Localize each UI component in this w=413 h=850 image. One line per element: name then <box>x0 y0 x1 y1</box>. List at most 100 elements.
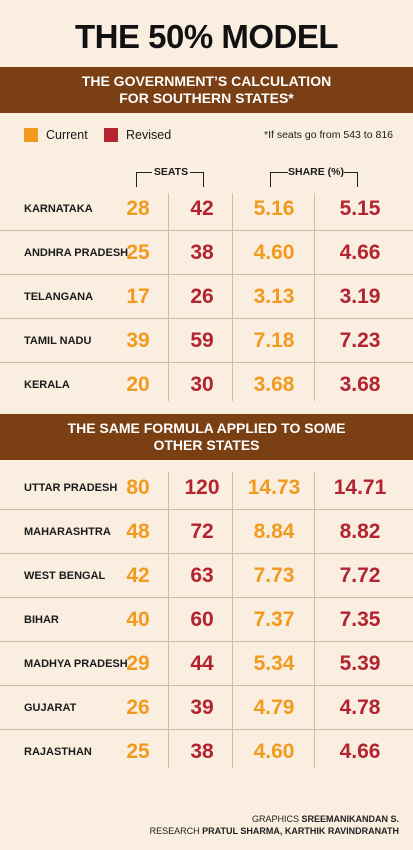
state-name: ANDHRA PRADESH <box>24 247 129 259</box>
share-bracket-left <box>270 172 288 187</box>
seats-current-value: 40 <box>126 608 150 631</box>
graphics-label: GRAPHICS <box>251 814 299 824</box>
share-current-value: 4.60 <box>253 241 295 264</box>
seats-current-value: 25 <box>126 241 150 264</box>
seats-revised-value: 72 <box>190 520 214 543</box>
legend: Current Revised *If seats go from 543 to… <box>0 127 413 143</box>
table-row: MADHYA PRADESH 29 44 5.34 5.39 <box>0 642 413 686</box>
share-current-value: 7.37 <box>253 608 295 631</box>
share-revised-value: 7.23 <box>339 329 381 352</box>
state-name: BIHAR <box>24 614 59 626</box>
seats-bracket-left <box>136 172 152 187</box>
share-current-value: 8.84 <box>253 520 295 543</box>
column-divider <box>168 472 169 768</box>
seats-revised-value: 44 <box>190 652 214 675</box>
share-revised-value: 5.39 <box>339 652 381 675</box>
seats-current-value: 25 <box>126 740 150 763</box>
table-row: KARNATAKA 28 42 5.16 5.15 <box>0 187 413 231</box>
state-name: KARNATAKA <box>24 203 93 215</box>
share-revised-value: 4.66 <box>339 241 381 264</box>
table-row: WEST BENGAL 42 63 7.73 7.72 <box>0 554 413 598</box>
table-row: GUJARAT 26 39 4.79 4.78 <box>0 686 413 730</box>
share-revised-value: 4.66 <box>339 740 381 763</box>
seats-current-value: 28 <box>126 197 150 220</box>
table-row: TAMIL NADU 39 59 7.18 7.23 <box>0 319 413 363</box>
share-current-value: 3.13 <box>253 285 295 308</box>
seats-current-value: 17 <box>126 285 150 308</box>
column-divider <box>314 472 315 768</box>
table-row: UTTAR PRADESH 80 120 14.73 14.71 <box>0 466 413 510</box>
share-revised-value: 5.15 <box>339 197 381 220</box>
seats-revised-value: 38 <box>190 241 214 264</box>
seats-current-value: 20 <box>126 373 150 396</box>
seats-revised-value: 30 <box>190 373 214 396</box>
seats-bracket-right <box>190 172 204 187</box>
section-banner-southern: THE GOVERNMENT’S CALCULATION FOR SOUTHER… <box>0 67 413 113</box>
seats-current-value: 26 <box>126 696 150 719</box>
banner-line: OTHER STATES <box>153 437 260 453</box>
state-name: GUJARAT <box>24 702 77 714</box>
seats-revised-value: 38 <box>190 740 214 763</box>
table-row: RAJASTHAN 25 38 4.60 4.66 <box>0 730 413 774</box>
share-current-value: 7.18 <box>253 329 295 352</box>
seats-revised-value: 120 <box>184 476 220 499</box>
column-divider <box>168 193 169 401</box>
share-current-value: 5.34 <box>253 652 295 675</box>
credits-research: RESEARCH PRATUL SHARMA, KARTHIK RAVINDRA… <box>150 826 399 836</box>
seats-current-value: 80 <box>126 476 150 499</box>
table-row: MAHARASHTRA 48 72 8.84 8.82 <box>0 510 413 554</box>
banner-line: THE SAME FORMULA APPLIED TO SOME <box>67 420 346 436</box>
state-name: TELANGANA <box>24 291 94 303</box>
state-name: MAHARASHTRA <box>24 526 111 538</box>
share-current-value: 4.60 <box>253 740 295 763</box>
state-name: WEST BENGAL <box>24 570 106 582</box>
column-divider <box>232 193 233 401</box>
current-swatch <box>24 128 38 142</box>
state-name: KERALA <box>24 379 70 391</box>
footnote: *If seats go from 543 to 816 <box>264 129 393 141</box>
share-current-value: 5.16 <box>253 197 295 220</box>
column-divider <box>314 193 315 401</box>
share-revised-value: 3.19 <box>339 285 381 308</box>
table-row: TELANGANA 17 26 3.13 3.19 <box>0 275 413 319</box>
share-revised-value: 8.82 <box>339 520 381 543</box>
seats-current-value: 39 <box>126 329 150 352</box>
share-bracket-right <box>344 172 358 187</box>
seats-revised-value: 39 <box>190 696 214 719</box>
table-row: BIHAR 40 60 7.37 7.35 <box>0 598 413 642</box>
seats-revised-value: 59 <box>190 329 214 352</box>
seats-revised-value: 26 <box>190 285 214 308</box>
section-banner-other: THE SAME FORMULA APPLIED TO SOME OTHER S… <box>0 414 413 460</box>
seats-revised-value: 42 <box>190 197 214 220</box>
revised-swatch <box>104 128 118 142</box>
share-revised-value: 14.71 <box>333 476 387 499</box>
research-label: RESEARCH <box>149 826 200 836</box>
table-row: ANDHRA PRADESH 25 38 4.60 4.66 <box>0 231 413 275</box>
legend-revised-label: Revised <box>126 128 172 142</box>
legend-current-label: Current <box>46 128 88 142</box>
share-current-value: 14.73 <box>247 476 301 499</box>
share-revised-value: 4.78 <box>339 696 381 719</box>
credits-graphics: GRAPHICS SREEMANIKANDAN S. <box>252 814 399 824</box>
graphics-name: SREEMANIKANDAN S. <box>301 814 399 824</box>
state-name: UTTAR PRADESH <box>24 482 118 494</box>
share-revised-value: 7.35 <box>339 608 381 631</box>
banner-line: THE GOVERNMENT’S CALCULATION <box>81 73 332 89</box>
seats-revised-value: 60 <box>190 608 214 631</box>
state-name: RAJASTHAN <box>24 746 92 758</box>
share-column-header: SHARE (%) <box>288 166 345 178</box>
banner-line: FOR SOUTHERN STATES* <box>119 90 294 106</box>
share-revised-value: 3.68 <box>339 373 381 396</box>
share-current-value: 7.73 <box>253 564 295 587</box>
share-current-value: 3.68 <box>253 373 295 396</box>
seats-current-value: 29 <box>126 652 150 675</box>
table-row: KERALA 20 30 3.68 3.68 <box>0 363 413 407</box>
seats-column-header: SEATS <box>153 166 189 178</box>
seats-current-value: 48 <box>126 520 150 543</box>
state-name: MADHYA PRADESH <box>24 658 128 670</box>
share-current-value: 4.79 <box>253 696 295 719</box>
page-title: THE 50% MODEL <box>74 18 339 55</box>
seats-current-value: 42 <box>126 564 150 587</box>
column-divider <box>232 472 233 768</box>
seats-revised-value: 63 <box>190 564 214 587</box>
